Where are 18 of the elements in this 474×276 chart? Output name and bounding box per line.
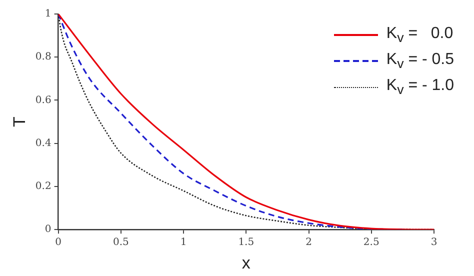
y-tick-label: 0.6 xyxy=(35,94,52,106)
x-tick-label: 0 xyxy=(55,237,62,248)
y-tick-label: 0.8 xyxy=(35,52,52,63)
x-tick-label: 3 xyxy=(430,237,438,248)
x-tick-label: 1 xyxy=(180,237,187,248)
y-tick-label: 0 xyxy=(44,224,52,236)
legend-label: K$_{v}$ = - 1.0 xyxy=(386,76,454,98)
legend-label: K$_{v}$ = 0.0 xyxy=(386,24,454,46)
y-tick-label: 1 xyxy=(44,8,52,20)
x-tick-label: 2.5 xyxy=(363,237,380,248)
x-tick-label: 0.5 xyxy=(112,237,129,248)
x-axis-title: x xyxy=(242,253,251,272)
x-tick-label: 1.5 xyxy=(238,237,254,248)
y-tick-label: 0.4 xyxy=(35,138,52,149)
x-tick-label: 2 xyxy=(306,237,312,248)
y-axis-title: T xyxy=(10,116,29,127)
legend-label: K$_{v}$ = - 0.5 xyxy=(386,50,454,72)
y-tick-label: 0.2 xyxy=(35,181,52,192)
